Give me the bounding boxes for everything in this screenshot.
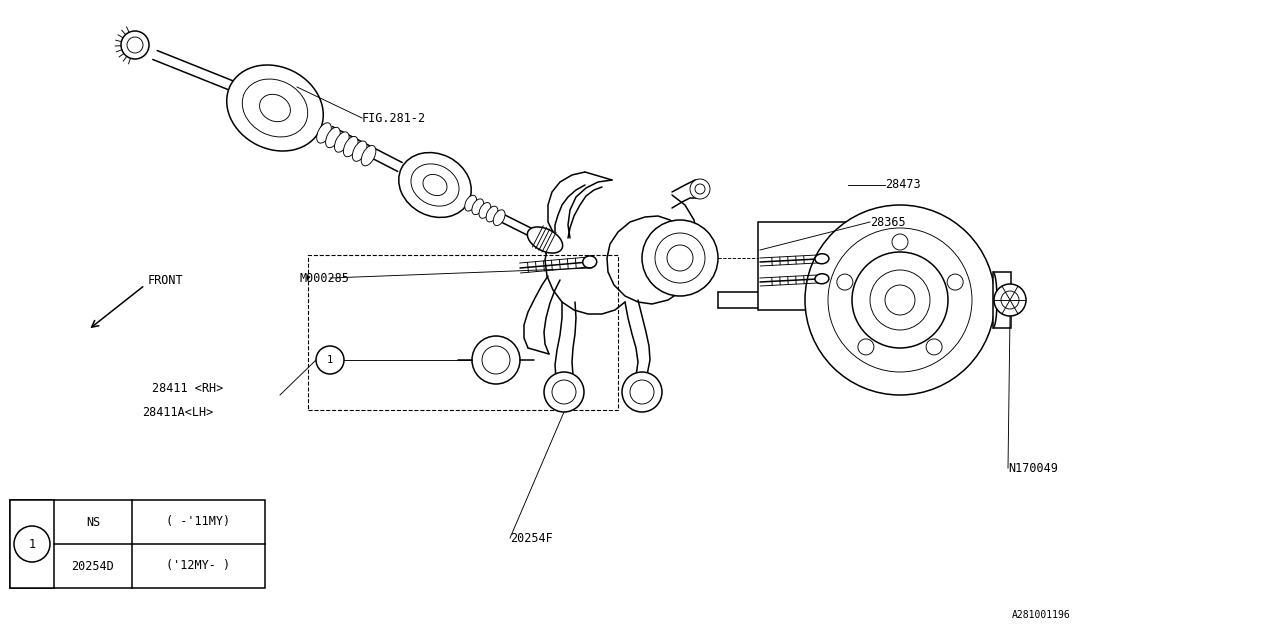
Ellipse shape bbox=[472, 199, 484, 214]
Ellipse shape bbox=[411, 164, 460, 206]
Ellipse shape bbox=[527, 227, 563, 253]
Ellipse shape bbox=[227, 65, 324, 151]
Ellipse shape bbox=[325, 127, 340, 148]
Circle shape bbox=[690, 179, 710, 199]
Text: 28411A<LH>: 28411A<LH> bbox=[142, 406, 214, 419]
Bar bbox=[10, 500, 54, 588]
Ellipse shape bbox=[352, 141, 367, 161]
Circle shape bbox=[122, 31, 148, 59]
Circle shape bbox=[837, 274, 852, 290]
Text: 28411 <RH>: 28411 <RH> bbox=[152, 381, 223, 394]
Ellipse shape bbox=[815, 274, 829, 284]
Circle shape bbox=[805, 205, 995, 395]
Text: 28365: 28365 bbox=[870, 216, 906, 228]
Circle shape bbox=[828, 228, 972, 372]
Circle shape bbox=[1001, 291, 1019, 309]
Ellipse shape bbox=[334, 132, 349, 152]
Text: 28473: 28473 bbox=[884, 179, 920, 191]
Bar bbox=[758, 222, 849, 310]
Ellipse shape bbox=[242, 79, 307, 137]
Ellipse shape bbox=[493, 210, 506, 225]
Circle shape bbox=[127, 37, 143, 53]
Circle shape bbox=[927, 339, 942, 355]
Ellipse shape bbox=[582, 256, 596, 268]
Ellipse shape bbox=[260, 94, 291, 122]
Circle shape bbox=[643, 220, 718, 296]
Ellipse shape bbox=[422, 175, 447, 196]
Bar bbox=[10, 500, 265, 588]
Text: M000285: M000285 bbox=[300, 271, 349, 285]
Text: ( -'11MY): ( -'11MY) bbox=[166, 515, 230, 529]
Circle shape bbox=[695, 184, 705, 194]
Circle shape bbox=[622, 372, 662, 412]
Circle shape bbox=[472, 336, 520, 384]
Circle shape bbox=[892, 234, 908, 250]
Circle shape bbox=[552, 380, 576, 404]
Text: 1: 1 bbox=[28, 538, 36, 550]
Ellipse shape bbox=[343, 136, 358, 157]
Text: 20254F: 20254F bbox=[509, 531, 553, 545]
Circle shape bbox=[667, 245, 692, 271]
Text: NS: NS bbox=[86, 515, 100, 529]
Circle shape bbox=[870, 270, 931, 330]
Text: A281001196: A281001196 bbox=[1012, 610, 1071, 620]
Text: N170049: N170049 bbox=[1009, 461, 1057, 474]
Text: ('12MY- ): ('12MY- ) bbox=[166, 559, 230, 573]
Ellipse shape bbox=[316, 123, 332, 143]
Circle shape bbox=[947, 274, 963, 290]
Circle shape bbox=[544, 372, 584, 412]
Circle shape bbox=[14, 526, 50, 562]
Circle shape bbox=[630, 380, 654, 404]
Circle shape bbox=[852, 252, 948, 348]
Ellipse shape bbox=[486, 206, 498, 222]
Ellipse shape bbox=[815, 253, 829, 264]
Ellipse shape bbox=[399, 152, 471, 218]
Text: 1: 1 bbox=[326, 355, 333, 365]
Ellipse shape bbox=[465, 195, 476, 211]
Text: 20254D: 20254D bbox=[72, 559, 114, 573]
Text: FIG.281-2: FIG.281-2 bbox=[362, 111, 426, 125]
Ellipse shape bbox=[479, 202, 490, 218]
Bar bbox=[308, 255, 618, 410]
Circle shape bbox=[483, 346, 509, 374]
Circle shape bbox=[884, 285, 915, 315]
Bar bbox=[993, 272, 1011, 328]
Text: FRONT: FRONT bbox=[148, 273, 183, 287]
Circle shape bbox=[858, 339, 874, 355]
Circle shape bbox=[316, 346, 344, 374]
Ellipse shape bbox=[361, 145, 376, 166]
Circle shape bbox=[655, 233, 705, 283]
Circle shape bbox=[995, 284, 1027, 316]
